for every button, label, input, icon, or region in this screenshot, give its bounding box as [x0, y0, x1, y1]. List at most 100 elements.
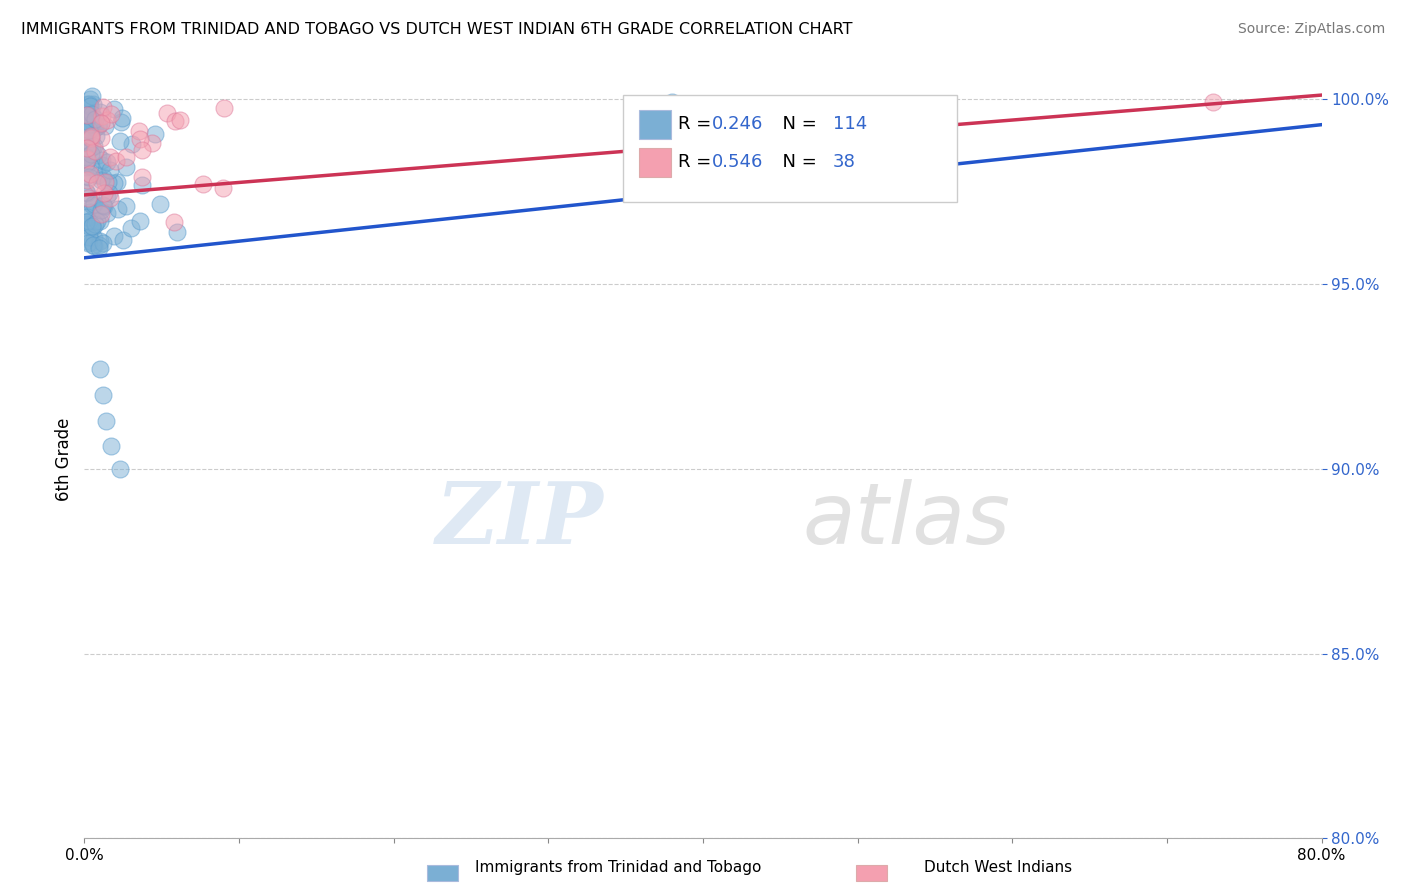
Point — [89, 207, 111, 221]
Point — [143, 127, 166, 141]
Point — [79, 99, 101, 113]
Point — [100, 439, 122, 453]
Point — [163, 114, 186, 128]
Point — [80, 147, 103, 161]
Point — [131, 178, 153, 193]
Point — [86, 214, 108, 228]
Point — [75, 161, 97, 175]
Point — [83, 119, 105, 133]
Y-axis label: 6th Grade: 6th Grade — [55, 417, 73, 501]
Point — [96, 154, 118, 169]
Point — [98, 163, 121, 178]
Point — [75, 169, 97, 184]
Point — [75, 156, 97, 170]
Point — [79, 219, 101, 234]
Point — [80, 130, 103, 145]
Point — [169, 112, 191, 127]
Point — [76, 186, 98, 200]
Point — [141, 136, 163, 150]
Point — [91, 236, 114, 251]
Point — [114, 199, 136, 213]
Point — [82, 220, 104, 235]
Point — [83, 238, 105, 252]
Point — [77, 140, 100, 154]
Point — [82, 114, 104, 128]
Point — [82, 219, 104, 234]
Point — [77, 214, 100, 228]
Point — [80, 121, 103, 136]
Text: R =: R = — [678, 115, 717, 133]
Point — [98, 150, 121, 164]
Point — [156, 105, 179, 120]
Point — [661, 95, 683, 110]
Point — [79, 167, 101, 181]
Point — [131, 169, 153, 184]
Point — [84, 217, 107, 231]
Point — [80, 198, 103, 212]
Point — [131, 143, 153, 157]
Point — [80, 107, 103, 121]
Point — [76, 152, 98, 166]
Point — [93, 198, 115, 212]
Point — [77, 110, 100, 124]
Point — [76, 236, 98, 251]
Point — [89, 361, 111, 376]
Point — [75, 113, 97, 128]
Point — [76, 210, 98, 224]
Point — [84, 112, 107, 127]
Point — [75, 218, 97, 232]
Point — [77, 191, 100, 205]
Point — [82, 198, 104, 212]
Point — [114, 160, 136, 174]
Point — [89, 235, 111, 249]
Point — [75, 215, 97, 229]
Point — [84, 129, 107, 144]
Point — [75, 150, 97, 164]
Text: Dutch West Indians: Dutch West Indians — [924, 861, 1073, 875]
Point — [80, 107, 103, 121]
Point — [129, 214, 152, 228]
Point — [77, 230, 100, 244]
Point — [129, 132, 152, 146]
Point — [87, 147, 110, 161]
Point — [212, 181, 235, 195]
Point — [89, 214, 111, 228]
Point — [83, 121, 105, 136]
Point — [97, 186, 120, 201]
Text: IMMIGRANTS FROM TRINIDAD AND TOBAGO VS DUTCH WEST INDIAN 6TH GRADE CORRELATION C: IMMIGRANTS FROM TRINIDAD AND TOBAGO VS D… — [21, 22, 852, 37]
Point — [75, 149, 97, 163]
Point — [80, 128, 103, 143]
FancyBboxPatch shape — [623, 95, 956, 202]
Point — [76, 96, 98, 111]
Point — [82, 140, 104, 154]
Point — [90, 116, 112, 130]
Point — [96, 189, 118, 203]
Point — [96, 205, 118, 219]
Point — [76, 108, 98, 122]
Point — [107, 202, 129, 216]
Point — [96, 112, 118, 127]
Point — [77, 122, 100, 136]
Point — [94, 175, 117, 189]
Point — [79, 159, 101, 173]
Point — [83, 144, 105, 158]
Point — [90, 173, 112, 187]
Point — [103, 102, 125, 116]
Point — [110, 112, 132, 126]
Point — [93, 186, 115, 200]
Point — [79, 131, 101, 145]
Point — [128, 124, 150, 138]
Point — [103, 176, 125, 190]
Point — [80, 116, 103, 130]
Point — [86, 176, 108, 190]
Point — [115, 150, 138, 164]
Point — [79, 92, 101, 106]
Point — [87, 117, 110, 131]
Text: Immigrants from Trinidad and Tobago: Immigrants from Trinidad and Tobago — [475, 861, 762, 875]
Point — [75, 234, 97, 248]
Point — [120, 221, 142, 235]
Text: 0.246: 0.246 — [711, 115, 763, 133]
Text: R =: R = — [678, 153, 717, 171]
Point — [110, 134, 132, 148]
Point — [87, 241, 110, 255]
